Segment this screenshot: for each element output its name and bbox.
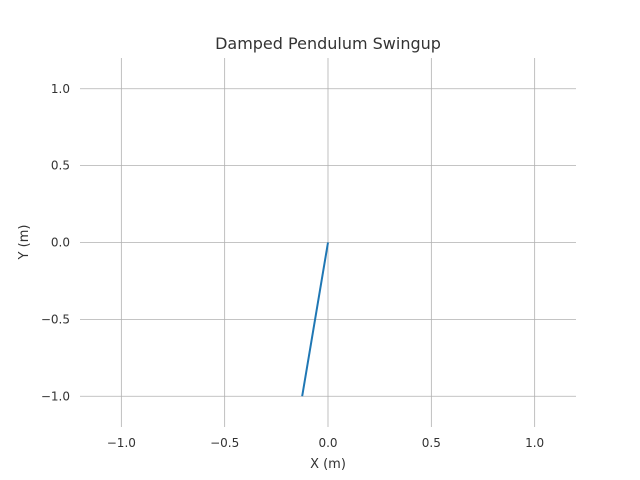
grid	[80, 58, 576, 427]
y-axis-label: Y (m)	[17, 225, 32, 261]
y-tick-label: −1.0	[41, 389, 70, 403]
x-tick-label: 1.0	[525, 436, 544, 450]
x-tick-label: 0.5	[422, 436, 441, 450]
x-tick-label: 0.0	[318, 436, 337, 450]
pendulum-rod-line	[301, 242, 329, 397]
y-tick-label: 1.0	[51, 82, 70, 96]
y-tick-label: 0.0	[51, 236, 70, 250]
x-tick-label: −0.5	[210, 436, 239, 450]
y-tick-label: −0.5	[41, 312, 70, 326]
chart-title: Damped Pendulum Swingup	[215, 34, 441, 53]
x-axis-label: X (m)	[310, 457, 346, 472]
y-tick-label: 0.5	[51, 159, 70, 173]
x-tick-labels: −1.0 −0.5 0.0 0.5 1.0	[107, 436, 544, 450]
x-tick-label: −1.0	[107, 436, 136, 450]
y-tick-labels: −1.0 −0.5 0.0 0.5 1.0	[41, 82, 70, 404]
series-group	[301, 242, 329, 397]
